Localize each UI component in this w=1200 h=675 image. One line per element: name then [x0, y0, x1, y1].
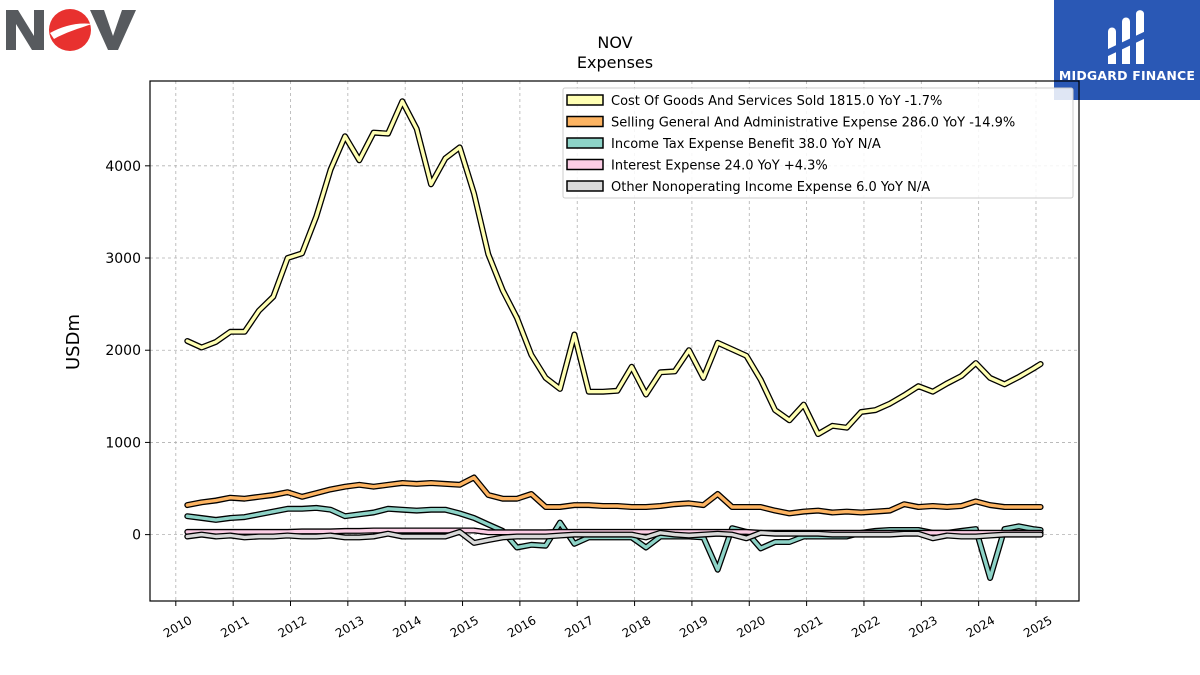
x-tick-label: 2021 [792, 613, 825, 640]
x-tick-label: 2013 [333, 613, 366, 640]
legend-entry: Selling General And Administrative Expen… [611, 116, 1015, 131]
legend-swatch [566, 137, 604, 149]
x-tick-label: 2023 [906, 613, 939, 640]
nov-logo [6, 9, 136, 51]
midgard-finance-logo: MIDGARD FINANCE [1054, 0, 1200, 100]
y-tick-label: 2000 [105, 343, 141, 359]
series-line [185, 475, 1043, 516]
plot-frame [149, 80, 1080, 602]
series-layer [184, 98, 1044, 581]
x-tick-label: 2014 [390, 613, 423, 640]
legend: Cost Of Goods And Services Sold 1815.0 Y… [562, 87, 1074, 199]
legend-swatch [566, 158, 604, 171]
y-axis-label: USDm [63, 314, 84, 370]
x-tick-label: 2024 [964, 613, 997, 640]
y-tick-label: 1000 [105, 435, 141, 451]
x-tick-label: 2012 [276, 613, 309, 640]
legend-entry: Income Tax Expense Benefit 38.0 YoY N/A [611, 137, 881, 152]
x-tick-label: 2010 [161, 613, 194, 640]
legend-box [562, 87, 1074, 199]
series-line [185, 99, 1043, 436]
legend-entry: Cost Of Goods And Services Sold 1815.0 Y… [611, 94, 942, 109]
series-line [185, 506, 1043, 580]
x-tick-label: 2011 [218, 613, 251, 640]
legend-swatch [566, 115, 604, 128]
y-tick-label: 4000 [105, 159, 141, 175]
midgard-finance-wordmark: MIDGARD FINANCE [1058, 68, 1196, 83]
series-outline [184, 504, 1044, 581]
x-tick-label: 2025 [1021, 613, 1054, 640]
x-ticks: 2010 2011 2012 2013 2014 2015 2016 2017 2018 2019… [161, 601, 1055, 641]
x-tick-label: 2016 [505, 613, 538, 640]
x-tick-label: 2019 [677, 613, 710, 640]
y-tick-label: 0 [132, 528, 141, 544]
x-tick-label: 2015 [448, 613, 481, 640]
chart-title: NOV [597, 33, 632, 52]
chart-subtitle: Expenses [577, 53, 653, 72]
y-ticks: 0 1000 2000 3000 4000 [105, 159, 150, 544]
x-tick-label: 2022 [849, 613, 882, 640]
x-tick-label: 2020 [734, 613, 767, 640]
legend-entry: Interest Expense 24.0 YoY +4.3% [611, 159, 828, 174]
legend-swatch [566, 94, 604, 106]
midgard-m-icon [1106, 10, 1148, 64]
x-tick-label: 2017 [562, 613, 595, 640]
legend-swatch [566, 180, 604, 192]
series-line [185, 530, 1043, 545]
y-tick-label: 3000 [105, 251, 141, 267]
x-tick-label: 2018 [620, 613, 653, 640]
legend-entry: Other Nonoperating Income Expense 6.0 Yo… [611, 180, 930, 195]
